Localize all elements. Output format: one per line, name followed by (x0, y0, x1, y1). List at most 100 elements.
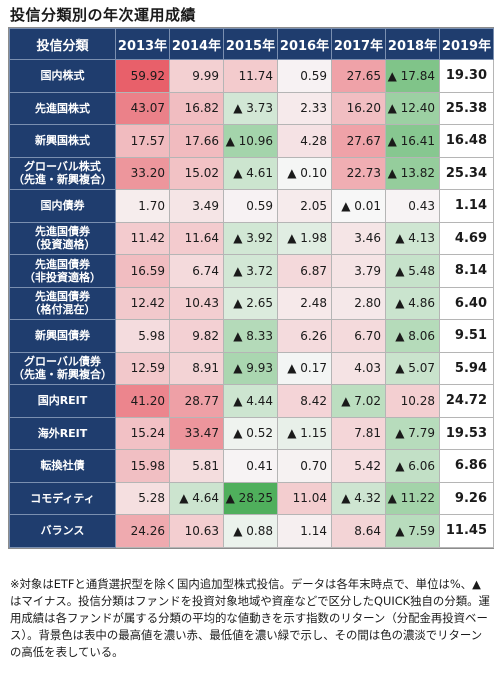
row-category-label: 新興国株式 (9, 124, 116, 158)
return-value-cell: ▲ 7.59 (385, 514, 440, 548)
return-value-cell: 25.38 (439, 91, 494, 125)
return-value-cell: 16.59 (115, 254, 170, 288)
row-category-label-line: （先進・新興複合） (13, 173, 112, 187)
return-value-cell: ▲ 3.72 (223, 254, 278, 288)
column-header-year: 2018年 (385, 28, 440, 60)
return-value-cell: 8.64 (331, 514, 386, 548)
return-value-cell: 4.69 (439, 221, 494, 255)
row-category-label: グローバル株式 （先進・新興複合） (9, 156, 116, 190)
return-value-cell: ▲ 4.64 (169, 481, 224, 515)
return-value-cell: 17.66 (169, 124, 224, 158)
row-category-label-line: 海外REIT (37, 426, 88, 440)
return-value-cell: 24.26 (115, 514, 170, 548)
row-category-label-line: 先進国債券 (35, 290, 90, 304)
return-value-cell: 6.86 (439, 449, 494, 483)
return-value-cell: 11.42 (115, 221, 170, 255)
return-value-cell: 12.42 (115, 286, 170, 320)
column-header-year: 2013年 (115, 28, 170, 60)
return-value-cell: 24.72 (439, 384, 494, 418)
return-value-cell: 6.40 (439, 286, 494, 320)
table-row: 先進国株式 43.07 16.82 ▲ 3.73 2.33 16.20 ▲ 12.40 25.… (9, 91, 494, 125)
return-value-cell: 0.41 (223, 449, 278, 483)
return-value-cell: 10.28 (385, 384, 440, 418)
return-value-cell: 43.07 (115, 91, 170, 125)
return-value-cell: 6.26 (277, 319, 332, 353)
return-value-cell: ▲ 17.84 (385, 59, 440, 93)
return-value-cell: ▲ 10.96 (223, 124, 278, 158)
table-row: 先進国債券 （非投資適格） 16.59 6.74 ▲ 3.72 6.87 3.79 ▲ 5.4… (9, 254, 494, 288)
row-category-label-line: 国内債券 (40, 199, 85, 213)
return-value-cell: 8.14 (439, 254, 494, 288)
return-value-cell: 8.91 (169, 351, 224, 385)
return-value-cell: 15.02 (169, 156, 224, 190)
table-body: 国内株式 59.92 9.99 11.74 0.59 27.65 ▲ 17.84 19.30 先… (9, 59, 494, 548)
return-value-cell: 11.04 (277, 481, 332, 515)
return-value-cell: 9.51 (439, 319, 494, 353)
return-value-cell: ▲ 2.65 (223, 286, 278, 320)
return-value-cell: 5.94 (439, 351, 494, 385)
row-category-label: 先進国株式 (9, 91, 116, 125)
return-value-cell: 10.43 (169, 286, 224, 320)
table-row: バランス 24.26 10.63 ▲ 0.88 1.14 8.64 ▲ 7.59 11.45 (9, 514, 494, 548)
return-value-cell: ▲ 9.93 (223, 351, 278, 385)
return-value-cell: 5.98 (115, 319, 170, 353)
return-value-cell: ▲ 12.40 (385, 91, 440, 125)
return-value-cell: 0.59 (223, 189, 278, 223)
footnote: ※対象はETFと通貨選択型を除く国内追加型株式投信。データは各年末時点で、単位は… (10, 577, 490, 659)
table-row: 新興国債券 5.98 9.82 ▲ 8.33 6.26 6.70 ▲ 8.06 9.51 (9, 319, 494, 353)
row-category-label-line: コモディティ (30, 491, 95, 505)
header-row: 投信分類 2013年 2014年 2015年 2016年 2017年 2018年 2019年 (9, 28, 494, 60)
return-value-cell: ▲ 0.01 (331, 189, 386, 223)
return-value-cell: 15.98 (115, 449, 170, 483)
row-category-label-line: （非投資適格） (24, 270, 101, 284)
table-row: 国内REIT 41.20 28.77 ▲ 4.44 8.42 ▲ 7.02 10.28 24.… (9, 384, 494, 418)
return-value-cell: 7.81 (331, 416, 386, 450)
return-value-cell: 8.42 (277, 384, 332, 418)
return-value-cell: 0.43 (385, 189, 440, 223)
row-category-label: 転換社債 (9, 449, 116, 483)
return-value-cell: ▲ 28.25 (223, 481, 278, 515)
table-row: 海外REIT 15.24 33.47 ▲ 0.52 ▲ 1.15 7.81 ▲ 7.79 19… (9, 416, 494, 450)
return-value-cell: 6.87 (277, 254, 332, 288)
return-value-cell: ▲ 4.61 (223, 156, 278, 190)
row-category-label-line: 先進国債券 (35, 225, 90, 239)
return-value-cell: 25.34 (439, 156, 494, 190)
row-category-label: 国内債券 (9, 189, 116, 223)
return-value-cell: 59.92 (115, 59, 170, 93)
row-category-label: 先進国債券 （投資適格） (9, 221, 116, 255)
return-value-cell: 1.14 (439, 189, 494, 223)
row-category-label-line: 転換社債 (40, 459, 85, 473)
return-value-cell: ▲ 7.02 (331, 384, 386, 418)
return-value-cell: 0.59 (277, 59, 332, 93)
return-value-cell: ▲ 8.06 (385, 319, 440, 353)
row-category-label-line: （投資適格） (29, 238, 96, 252)
return-value-cell: 22.73 (331, 156, 386, 190)
row-category-label: 先進国債券 （非投資適格） (9, 254, 116, 288)
table-row: 転換社債 15.98 5.81 0.41 0.70 5.42 ▲ 6.06 6.86 (9, 449, 494, 483)
return-value-cell: 28.77 (169, 384, 224, 418)
return-value-cell: 1.14 (277, 514, 332, 548)
table-row: 先進国債券 （格付混在） 12.42 10.43 ▲ 2.65 2.48 2.80 ▲ 4.8… (9, 286, 494, 320)
return-value-cell: ▲ 4.44 (223, 384, 278, 418)
return-value-cell: 9.82 (169, 319, 224, 353)
return-value-cell: ▲ 6.06 (385, 449, 440, 483)
table-row: 先進国債券 （投資適格） 11.42 11.64 ▲ 3.92 ▲ 1.98 3.46 ▲ 4… (9, 221, 494, 255)
return-value-cell: 12.59 (115, 351, 170, 385)
table-row: 国内株式 59.92 9.99 11.74 0.59 27.65 ▲ 17.84 19.30 (9, 59, 494, 93)
column-header-year: 2016年 (277, 28, 332, 60)
column-header-year: 2019年 (439, 28, 494, 60)
return-value-cell: 5.42 (331, 449, 386, 483)
return-value-cell: 11.64 (169, 221, 224, 255)
row-category-label-line: 新興国債券 (35, 329, 90, 343)
return-value-cell: 41.20 (115, 384, 170, 418)
return-value-cell: 5.81 (169, 449, 224, 483)
row-category-label: バランス (9, 514, 116, 548)
return-value-cell: ▲ 8.33 (223, 319, 278, 353)
return-value-cell: ▲ 3.73 (223, 91, 278, 125)
row-category-label: 国内株式 (9, 59, 116, 93)
return-value-cell: ▲ 0.52 (223, 416, 278, 450)
return-value-cell: 2.48 (277, 286, 332, 320)
row-category-label-line: 国内REIT (37, 394, 88, 408)
return-value-cell: ▲ 7.79 (385, 416, 440, 450)
return-value-cell: ▲ 4.32 (331, 481, 386, 515)
